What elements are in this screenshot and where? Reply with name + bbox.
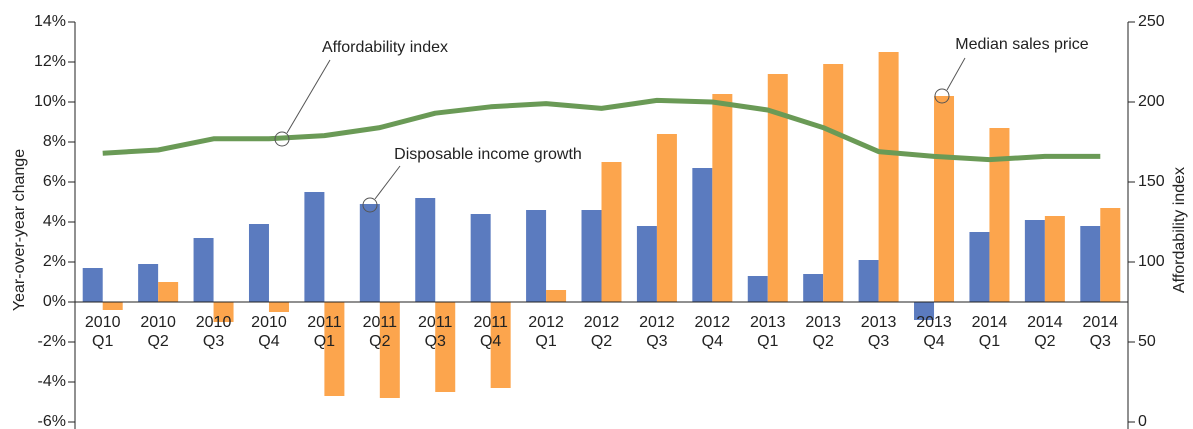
x-tick-label: 2011 Q1 xyxy=(307,314,342,350)
bar xyxy=(989,128,1010,302)
bar xyxy=(248,224,269,302)
bar xyxy=(747,276,768,302)
bar xyxy=(1024,220,1045,302)
bar xyxy=(158,282,179,302)
y2-tick-label: 150 xyxy=(1138,173,1165,190)
callout-line xyxy=(946,57,966,91)
callout-circle xyxy=(934,88,950,104)
x-tick-label: 2013 Q1 xyxy=(750,314,786,350)
bar xyxy=(138,264,159,302)
x-tick-label: 2010 Q2 xyxy=(140,314,176,350)
y2-tick-label: 100 xyxy=(1138,253,1165,270)
y-tick-label: -4% xyxy=(38,373,66,390)
bar xyxy=(656,134,677,302)
bar xyxy=(359,204,380,302)
bar xyxy=(304,192,325,302)
x-tick-label: 2010 Q1 xyxy=(85,314,121,350)
bar xyxy=(803,274,824,302)
series-label: Disposable income growth xyxy=(394,146,582,163)
bar xyxy=(878,52,899,302)
bar xyxy=(213,302,234,322)
x-tick-label: 2010 Q3 xyxy=(196,314,232,350)
y-tick-label: 2% xyxy=(43,253,66,270)
y2-tick-label: 200 xyxy=(1138,93,1165,110)
callout-circle xyxy=(362,197,378,213)
bar xyxy=(193,238,214,302)
bar xyxy=(1080,226,1101,302)
x-tick-label: 2013 Q2 xyxy=(805,314,841,350)
bar xyxy=(526,210,547,302)
bar xyxy=(1044,216,1065,302)
bar xyxy=(1100,208,1121,302)
x-tick-label: 2012 Q2 xyxy=(584,314,620,350)
bar xyxy=(415,198,436,302)
bar xyxy=(435,302,456,392)
bar xyxy=(823,64,844,302)
x-tick-label: 2010 Q4 xyxy=(251,314,287,350)
x-tick-label: 2014 Q2 xyxy=(1027,314,1063,350)
y2-tick-label: 250 xyxy=(1138,13,1165,30)
bar xyxy=(914,302,935,320)
series-label: Median sales price xyxy=(955,36,1089,53)
x-tick-label: 2013 Q4 xyxy=(916,314,952,350)
x-tick-label: 2014 Q1 xyxy=(972,314,1008,350)
y-tick-label: 12% xyxy=(34,53,66,70)
x-tick-label: 2011 Q2 xyxy=(363,314,398,350)
bar xyxy=(934,96,955,302)
bar xyxy=(324,302,345,396)
y-tick-label: -2% xyxy=(38,333,66,350)
y-axis-label: Year-over-year change xyxy=(11,149,28,311)
bar xyxy=(692,168,713,302)
bar xyxy=(767,74,788,302)
bar xyxy=(470,214,491,302)
callout-line xyxy=(286,59,331,134)
x-tick-label: 2012 Q3 xyxy=(639,314,675,350)
x-tick-label: 2013 Q3 xyxy=(861,314,897,350)
y2-tick-label: 0 xyxy=(1138,413,1147,429)
line xyxy=(102,97,1101,163)
x-tick-label: 2012 Q4 xyxy=(695,314,731,350)
bar xyxy=(379,302,400,398)
y-tick-label: 10% xyxy=(34,93,66,110)
y-tick-label: 6% xyxy=(43,173,66,190)
bar xyxy=(268,302,289,312)
bar xyxy=(636,226,657,302)
bar xyxy=(102,302,123,310)
bar xyxy=(601,162,622,302)
y-tick-label: 4% xyxy=(43,213,66,230)
series-label: Affordability index xyxy=(322,39,448,56)
callout-line xyxy=(374,165,401,200)
y-tick-label: 14% xyxy=(34,13,66,30)
y-tick-label: 0% xyxy=(43,293,66,310)
bar xyxy=(490,302,511,388)
bar xyxy=(546,290,567,302)
x-tick-label: 2014 Q3 xyxy=(1082,314,1118,350)
callout-circle xyxy=(274,131,290,147)
bar xyxy=(858,260,879,302)
y2-axis-label: Affordability index xyxy=(1171,167,1188,293)
y-tick-label: -6% xyxy=(38,413,66,429)
bar xyxy=(581,210,602,302)
bar xyxy=(969,232,990,302)
bar xyxy=(82,268,103,302)
bar xyxy=(712,94,733,302)
x-tick-label: 2011 Q3 xyxy=(418,314,453,350)
x-tick-label: 2012 Q1 xyxy=(528,314,564,350)
x-tick-label: 2011 Q4 xyxy=(473,314,508,350)
y2-tick-label: 50 xyxy=(1138,333,1156,350)
y-tick-label: 8% xyxy=(43,133,66,150)
